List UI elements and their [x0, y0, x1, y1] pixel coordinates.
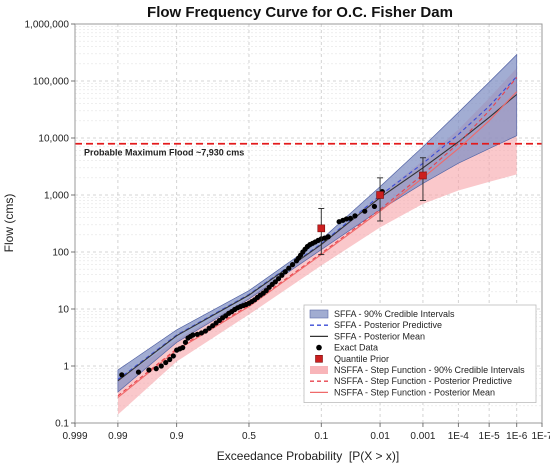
quantile-prior-marker — [317, 224, 326, 233]
x-tick-label: 0.1 — [314, 431, 328, 442]
exact-data-point — [347, 215, 354, 221]
x-tick-label: 0.5 — [242, 431, 256, 442]
exact-data-point — [194, 331, 200, 337]
y-tick-label: 1,000,000 — [25, 20, 70, 31]
exact-data-point — [263, 288, 269, 294]
exact-data-point — [202, 328, 209, 334]
exact-data-point — [275, 276, 282, 282]
exact-data-point — [325, 234, 331, 240]
exact-data-points — [119, 188, 385, 378]
y-tick-label: 100,000 — [33, 77, 70, 88]
x-tick-label: 0.9 — [170, 431, 184, 442]
x-axis-label: Exceedance Probability [P(X > x)] — [217, 449, 399, 463]
y-axis-label: Flow (cms) — [2, 194, 16, 253]
exact-data-point — [198, 330, 205, 336]
exact-data-point — [158, 363, 164, 369]
legend-swatch — [316, 344, 322, 351]
exact-data-point — [190, 332, 196, 338]
legend-label: NSFFA - Step Function - 90% Credible Int… — [334, 365, 525, 375]
y-tick-label: 0.1 — [55, 419, 69, 430]
x-tick-label: 1E-6 — [506, 431, 528, 442]
legend-item: SFFA - Posterior Predictive — [310, 320, 442, 330]
exact-data-point — [362, 208, 368, 214]
legend-swatch — [309, 309, 329, 319]
plot-frame — [74, 23, 543, 424]
legend-label: NSFFA - Step Function - Posterior Mean — [334, 387, 495, 397]
chart-title: Flow Frequency Curve for O.C. Fisher Dam — [147, 4, 453, 21]
exact-data-point — [272, 279, 278, 285]
x-tick-label: 1E-5 — [479, 431, 501, 442]
x-tick-label: 0.01 — [370, 431, 390, 442]
y-tick-label: 10 — [58, 305, 70, 316]
exact-data-point — [167, 356, 173, 363]
nsffa-credible-band — [117, 67, 517, 415]
y-tick-label: 1,000 — [44, 191, 69, 202]
x-tick-label: 0.99 — [108, 431, 128, 442]
legend-item: NSFFA - Step Function - 90% Credible Int… — [310, 365, 525, 375]
x-tick-label: 0.999 — [62, 431, 87, 442]
exact-data-point — [119, 372, 125, 378]
exact-data-point — [343, 216, 350, 222]
exact-data-point — [170, 353, 176, 359]
exact-data-point — [153, 366, 159, 372]
pmf-label: Probable Maximum Flood ~7,930 cms — [84, 148, 244, 158]
legend-label: Exact Data — [334, 343, 378, 353]
y-axis-ticks: 0.1 1 10 100 1,000 10,000 100,000 1,000,000 — [25, 20, 75, 430]
legend-swatch — [315, 354, 323, 363]
legend-label: Quantile Prior — [334, 354, 389, 364]
legend-label: SFFA - 90% Credible Intervals — [334, 309, 455, 319]
exact-data-point — [163, 359, 169, 366]
legend-swatch — [310, 366, 328, 374]
y-tick-label: 10,000 — [38, 134, 69, 145]
exact-data-point — [371, 203, 378, 210]
exact-data-point — [180, 345, 186, 351]
legend-label: SFFA - Posterior Predictive — [334, 320, 442, 330]
x-tick-label: 0.001 — [410, 431, 435, 442]
legend-item: SFFA - 90% Credible Intervals — [309, 309, 455, 319]
y-tick-label: 1 — [63, 362, 69, 373]
legend-box — [303, 304, 537, 403]
exact-data-point — [352, 213, 358, 219]
legend-item: Quantile Prior — [315, 354, 389, 364]
exact-data-point — [279, 272, 285, 278]
legend-item: NSFFA - Step Function - Posterior Predic… — [310, 376, 512, 386]
legend-item: Exact Data — [316, 343, 378, 353]
legend-label: NSFFA - Step Function - Posterior Predic… — [334, 376, 512, 386]
exact-data-point — [146, 367, 152, 373]
exact-data-point — [286, 265, 292, 271]
x-axis-ticks: 0.999 0.99 0.9 0.5 0.1 0.01 0.001 1E-4 1E-5 1E-6 1… — [62, 423, 550, 442]
legend-label: SFFA - Posterior Mean — [334, 331, 425, 341]
legend-item: NSFFA - Step Function - Posterior Mean — [310, 387, 495, 397]
sffa-posterior-predictive-line — [117, 76, 518, 380]
y-tick-label: 100 — [52, 248, 69, 259]
x-tick-label: 1E-7 — [531, 431, 550, 442]
exact-data-point — [135, 369, 142, 375]
quantile-prior-marker — [419, 171, 427, 180]
x-tick-label: 1E-4 — [448, 431, 470, 442]
legend-item: SFFA - Posterior Mean — [310, 331, 425, 341]
exact-data-point — [182, 339, 189, 345]
quantile-prior-markers — [317, 157, 427, 256]
quantile-prior-marker — [376, 191, 384, 199]
exact-data-point — [282, 269, 288, 275]
exact-data-point — [289, 262, 296, 268]
